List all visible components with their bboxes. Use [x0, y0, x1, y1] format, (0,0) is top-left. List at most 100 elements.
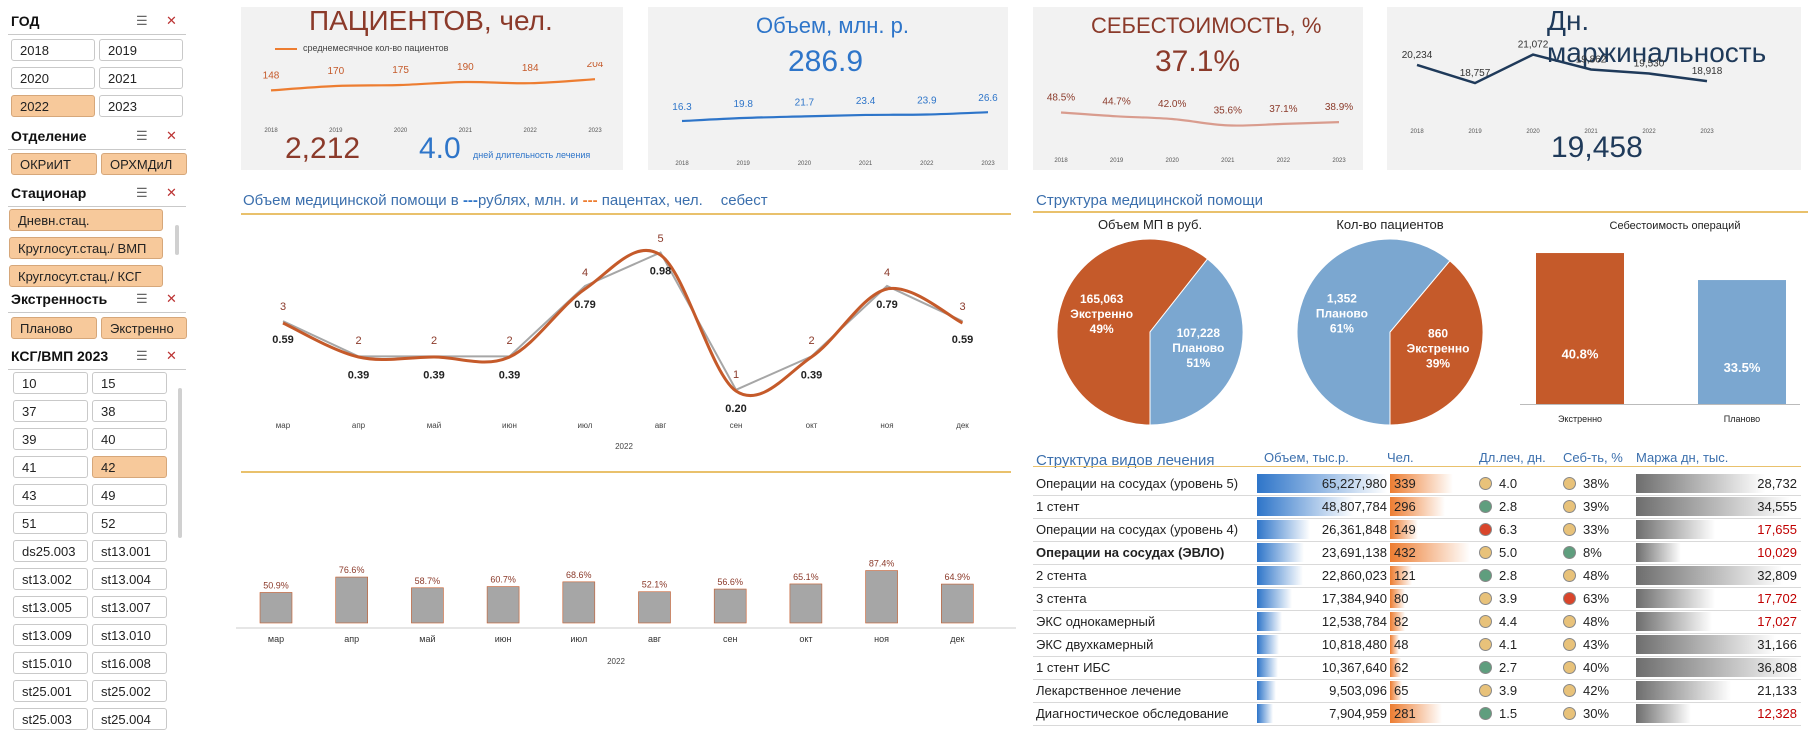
bar-label: 68.6%: [566, 570, 592, 580]
ksg-option[interactable]: 49: [92, 484, 167, 506]
clear-filter-icon[interactable]: ✕: [166, 128, 177, 143]
ksg-option[interactable]: ds25.003: [13, 540, 88, 562]
row-cost: 63%: [1583, 591, 1610, 606]
x-tick: апр: [352, 421, 366, 430]
year-option[interactable]: 2023: [99, 95, 183, 117]
clear-filter-icon[interactable]: ✕: [166, 291, 177, 306]
x-tick: окт: [806, 421, 818, 430]
row-cost: 40%: [1583, 660, 1610, 675]
multiselect-icon[interactable]: ☰: [136, 348, 148, 363]
kpi-legend-patients: среднемесячное кол-во пациентов: [303, 43, 449, 53]
row-days: 4.1: [1499, 637, 1518, 652]
table-row[interactable]: Диагностическое обследование 7,904,959 281…: [1033, 702, 1801, 726]
stationary-option[interactable]: Круглосут.стац./ КСГ: [9, 265, 163, 287]
multiselect-icon[interactable]: ☰: [136, 185, 148, 200]
ksg-option[interactable]: st25.003: [13, 708, 88, 730]
table-row[interactable]: Операции на сосудах (уровень 5) 65,227,98…: [1033, 472, 1801, 496]
department-option[interactable]: ОКРиИТ: [11, 153, 97, 175]
table-row[interactable]: 1 стент ИБС 10,367,640 62 2.7 40% 36,808: [1033, 656, 1801, 680]
sparkline-label: 184: [522, 63, 539, 74]
sparkline-label: 35.6%: [1214, 105, 1242, 116]
year-option[interactable]: 2018: [11, 39, 95, 61]
x-tick: май: [427, 421, 441, 430]
ksg-option[interactable]: 38: [92, 400, 167, 422]
urgency-option[interactable]: Экстренно: [101, 317, 187, 339]
ksg-option[interactable]: 43: [13, 484, 88, 506]
table-row[interactable]: 2 стента 22,860,023 121 2.8 48% 32,809: [1033, 564, 1801, 588]
clear-filter-icon[interactable]: ✕: [166, 348, 177, 363]
ksg-option[interactable]: 15: [92, 372, 167, 394]
slicer-scrollbar[interactable]: [178, 388, 182, 538]
clear-filter-icon[interactable]: ✕: [166, 185, 177, 200]
slicer-scrollbar[interactable]: [175, 225, 179, 255]
table-row[interactable]: Лекарственное лечение 9,503,096 65 3.9 42% 21…: [1033, 679, 1801, 703]
row-name: ЭКС двухкамерный: [1036, 637, 1154, 652]
ksg-option[interactable]: 41: [13, 456, 88, 478]
ksg-option[interactable]: 39: [13, 428, 88, 450]
year-option[interactable]: 2020: [11, 67, 95, 89]
table-row[interactable]: Операции на сосудах (ЭВЛО) 23,691,138 432 5…: [1033, 541, 1801, 565]
kpi-card-cost: СЕБЕСТОИМОСТЬ, % 37.1% 48.5% 44.7% 42.0% 35…: [1033, 7, 1363, 170]
year-option[interactable]: 2019: [99, 39, 183, 61]
year-tick: 2019: [737, 161, 751, 167]
bar-label: 64.9%: [945, 572, 971, 582]
ksg-option[interactable]: 42: [92, 456, 167, 478]
ksg-option[interactable]: st13.010: [92, 624, 167, 646]
table-row[interactable]: 1 стент 48,807,784 296 2.8 39% 34,555: [1033, 495, 1801, 519]
year-option[interactable]: 2022: [11, 95, 95, 117]
table-row[interactable]: 3 стента 17,384,940 80 3.9 63% 17,702: [1033, 587, 1801, 611]
ksg-option[interactable]: 40: [92, 428, 167, 450]
ksg-option[interactable]: st25.002: [92, 680, 167, 702]
x-axis-label: 2022: [615, 442, 633, 451]
year-tick: 2020: [1166, 158, 1180, 164]
ksg-option[interactable]: st16.008: [92, 652, 167, 674]
sparkline-label: 190: [457, 62, 474, 73]
ksg-option[interactable]: st13.002: [13, 568, 88, 590]
multiselect-icon[interactable]: ☰: [136, 128, 148, 143]
table-row[interactable]: ЭКС однокамерный 12,538,784 82 4.4 48% 17,027: [1033, 610, 1801, 634]
ksg-option[interactable]: st15.010: [13, 652, 88, 674]
row-volume: 10,818,480: [1321, 637, 1387, 652]
stationary-option[interactable]: Круглосут.стац./ ВМП: [9, 237, 163, 259]
pie-slice: [1056, 238, 1209, 426]
multiselect-icon[interactable]: ☰: [136, 13, 148, 28]
multiselect-icon[interactable]: ☰: [136, 291, 148, 306]
ksg-option[interactable]: 52: [92, 512, 167, 534]
ksg-option[interactable]: st13.004: [92, 568, 167, 590]
pie-slice: [1149, 258, 1244, 426]
table-header-cell[interactable]: Дл.леч, дн.: [1479, 450, 1546, 465]
ksg-option[interactable]: 10: [13, 372, 88, 394]
cost-bar: [1698, 280, 1786, 404]
pie-label: Планово: [1172, 341, 1224, 355]
clear-filter-icon[interactable]: ✕: [166, 13, 177, 28]
urgency-option[interactable]: Планово: [11, 317, 97, 339]
ksg-option[interactable]: st25.001: [13, 680, 88, 702]
ksg-option[interactable]: st25.004: [92, 708, 167, 730]
margin-databar: [1636, 635, 1776, 654]
ksg-option[interactable]: st13.007: [92, 596, 167, 618]
people-databar: [1390, 520, 1418, 539]
ksg-option[interactable]: st13.009: [13, 624, 88, 646]
department-option[interactable]: ОРХМДиЛ: [101, 153, 187, 175]
title-part: Объем медицинской помощи в: [243, 192, 463, 209]
section-rule: [241, 471, 1011, 473]
row-name: 1 стент: [1036, 499, 1080, 514]
table-row[interactable]: Операции на сосудах (уровень 4) 26,361,84…: [1033, 518, 1801, 542]
table-header-cell[interactable]: Маржа дн, тыс.: [1636, 450, 1729, 465]
row-people: 80: [1394, 591, 1409, 606]
kpi-card-margin: Дн. маржинальность 20,234 18,757 21,072 19,…: [1387, 5, 1801, 170]
table-row[interactable]: ЭКС двухкамерный 10,818,480 48 4.1 43% 31,166: [1033, 633, 1801, 657]
ksg-option[interactable]: st13.001: [92, 540, 167, 562]
table-header-cell[interactable]: Чел.: [1387, 450, 1414, 465]
status-dot: [1479, 546, 1492, 559]
year-option[interactable]: 2021: [99, 67, 183, 89]
table-header-cell[interactable]: Объем, тыс.р.: [1264, 450, 1349, 465]
pie-label: 51%: [1186, 356, 1210, 370]
ksg-option[interactable]: 51: [13, 512, 88, 534]
stationary-option[interactable]: Дневн.стац.: [9, 209, 163, 231]
table-header-cell[interactable]: Структура видов лечения: [1036, 452, 1215, 469]
ksg-option[interactable]: st13.005: [13, 596, 88, 618]
table-header-cell[interactable]: Себ-ть, %: [1563, 450, 1623, 465]
ksg-option[interactable]: 37: [13, 400, 88, 422]
